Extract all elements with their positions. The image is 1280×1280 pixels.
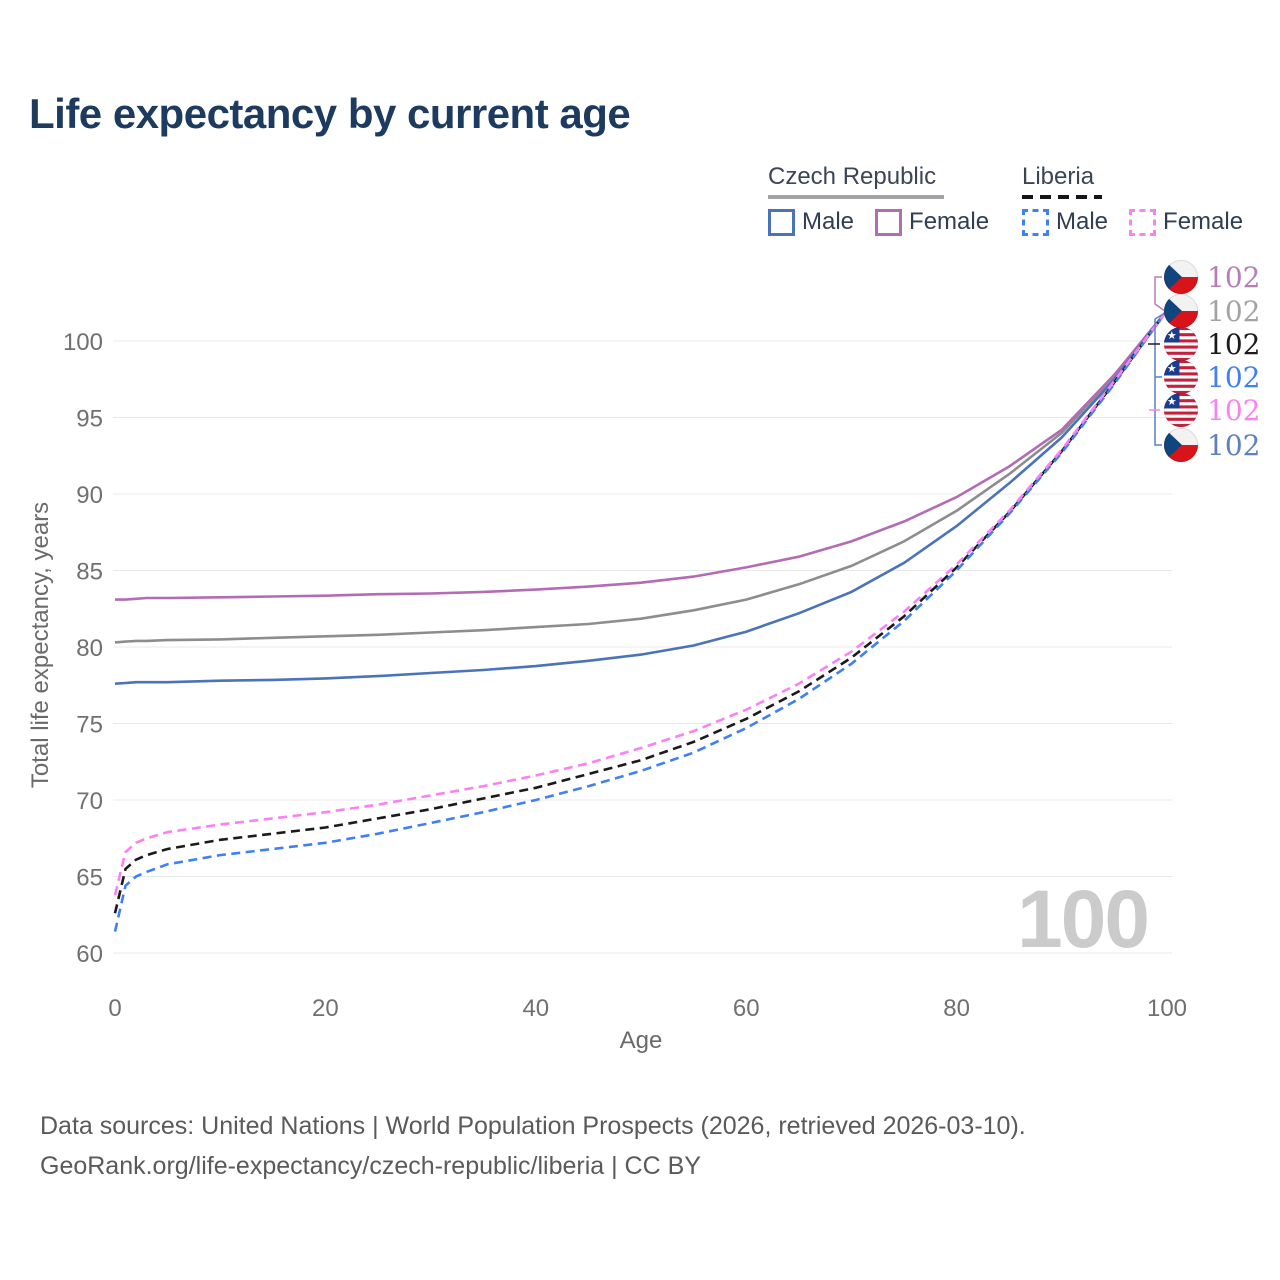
y-tick-label: 75 (76, 712, 103, 739)
footer-data-sources: Data sources: United Nations | World Pop… (40, 1112, 1026, 1140)
y-axis-title: Total life expectancy, years (27, 502, 54, 788)
legend-group-liberia: Liberia Male Female (1022, 163, 1243, 236)
series-lines (113, 309, 1169, 932)
czech-female-swatch (875, 208, 903, 236)
x-tick-labels: 0 20 40 60 80 100 (108, 995, 1187, 1022)
x-tick-label: 80 (943, 995, 970, 1022)
y-tick-labels: 60 65 70 75 80 85 90 95 100 (63, 329, 103, 968)
y-tick-label: 85 (76, 559, 103, 586)
series-liberia-all (113, 309, 1169, 914)
x-tick-label: 60 (733, 995, 760, 1022)
y-tick-label: 80 (76, 635, 103, 662)
x-tick-label: 0 (108, 995, 121, 1022)
x-tick-label: 20 (312, 995, 339, 1022)
x-axis-title: Age (620, 1027, 663, 1054)
series-liberia-female (113, 309, 1169, 896)
dashed-line-sample (1022, 195, 1102, 199)
end-label-leader-lines (1148, 276, 1166, 446)
y-tick-label: 90 (76, 482, 103, 509)
liberia-male-swatch (1022, 208, 1049, 236)
series-czech-all (114, 309, 1169, 644)
czech-male-swatch (768, 208, 795, 236)
legend-country-label: Czech Republic (768, 163, 937, 190)
y-tick-label: 65 (76, 865, 103, 892)
legend-item-label: Male (1056, 208, 1109, 235)
x-tick-label: 40 (522, 995, 549, 1022)
y-tick-label: 60 (76, 941, 103, 968)
y-tick-label: 70 (76, 788, 103, 815)
footer: Data sources: United Nations | World Pop… (40, 1106, 1026, 1186)
legend-item-label: Male (802, 208, 855, 235)
legend-item-label: Female (909, 208, 990, 235)
legend-item-label: Female (1163, 208, 1244, 235)
x-tick-label: 100 (1147, 995, 1187, 1022)
y-tick-label: 100 (63, 329, 103, 356)
legend-group-czech-republic: Czech Republic Male Female (768, 163, 989, 236)
legend-country-label: Liberia (1022, 163, 1095, 190)
series-czech-male (114, 309, 1169, 685)
age-counter-watermark: 100 (1017, 874, 1148, 965)
footer-attribution-url: GeoRank.org/life-expectancy/czech-republ… (40, 1152, 701, 1180)
solid-line-sample (768, 195, 944, 199)
series-liberia-male (113, 309, 1169, 932)
chart-title: Life expectancy by current age (29, 90, 631, 137)
y-tick-label: 95 (76, 406, 103, 433)
liberia-female-swatch (1129, 208, 1157, 236)
gridlines (113, 340, 1172, 954)
series-czech-female (115, 309, 1169, 601)
